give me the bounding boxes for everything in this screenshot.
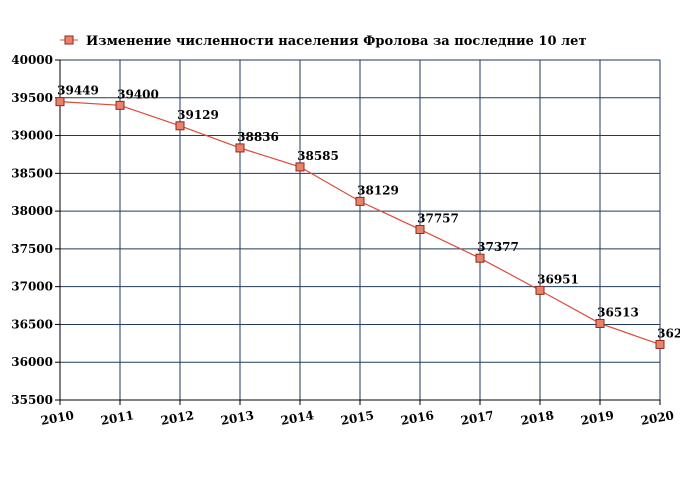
data-markers bbox=[55, 97, 665, 349]
data-point-marker bbox=[415, 224, 425, 234]
data-point-marker bbox=[55, 97, 65, 107]
x-tick-label: 2011 bbox=[100, 408, 135, 428]
data-point-marker bbox=[535, 285, 545, 295]
y-tick-label: 39500 bbox=[11, 91, 53, 105]
data-label: 36951 bbox=[537, 272, 579, 286]
x-tick-label: 2012 bbox=[160, 408, 195, 428]
data-point-marker bbox=[475, 253, 485, 263]
y-tick-label: 37000 bbox=[11, 280, 53, 294]
legend: Изменение численности населения Фролова … bbox=[60, 34, 587, 49]
data-point-marker bbox=[115, 100, 125, 110]
data-label: 39129 bbox=[177, 108, 219, 122]
data-point-marker bbox=[235, 143, 245, 153]
data-label: 39449 bbox=[57, 84, 99, 98]
x-tick-label: 2010 bbox=[40, 408, 75, 428]
grid bbox=[59, 59, 661, 401]
data-label: 36513 bbox=[597, 305, 639, 319]
x-tick-label: 2020 bbox=[640, 408, 675, 428]
x-tick-label: 2017 bbox=[460, 408, 495, 428]
x-tick-label: 2016 bbox=[400, 408, 435, 428]
data-label: 38836 bbox=[237, 130, 279, 144]
y-tick-label: 39000 bbox=[11, 129, 53, 143]
x-tick-label: 2014 bbox=[280, 408, 315, 428]
y-tick-label: 35500 bbox=[11, 393, 53, 407]
x-tick-label: 2015 bbox=[340, 408, 375, 428]
x-tick-labels: 2010 2011 2012 2013 2014 2015 2016 2017 2018 2019… bbox=[40, 408, 675, 428]
y-tick-labels: 35500 36000 36500 37000 37500 38000 38500 39000… bbox=[11, 53, 53, 407]
data-label: 39400 bbox=[117, 87, 159, 101]
y-tick-label: 36500 bbox=[11, 317, 53, 331]
legend-label: Изменение численности населения Фролова … bbox=[86, 34, 587, 49]
data-label: 38585 bbox=[297, 149, 339, 163]
y-tick-label: 40000 bbox=[11, 53, 53, 67]
x-tick-label: 2018 bbox=[520, 408, 555, 428]
data-label: 38129 bbox=[357, 183, 399, 197]
axes bbox=[55, 59, 661, 405]
x-tick-label: 2019 bbox=[580, 408, 615, 428]
legend-marker-swatch bbox=[64, 35, 74, 45]
y-tick-label: 38000 bbox=[11, 204, 53, 218]
x-tick-label: 2013 bbox=[220, 408, 255, 428]
data-point-marker bbox=[655, 339, 665, 349]
data-point-marker bbox=[295, 162, 305, 172]
y-tick-label: 36000 bbox=[11, 355, 53, 369]
y-tick-label: 38500 bbox=[11, 166, 53, 180]
data-point-marker bbox=[175, 121, 185, 131]
data-point-marker bbox=[355, 196, 365, 206]
data-label: 37377 bbox=[477, 240, 519, 254]
data-label: 37757 bbox=[417, 211, 459, 225]
y-tick-label: 37500 bbox=[11, 242, 53, 256]
data-labels: 39449 39400 39129 38836 38585 38129 37757 37377… bbox=[57, 84, 680, 341]
data-point-marker bbox=[595, 318, 605, 328]
data-label: 36235 bbox=[657, 326, 680, 340]
